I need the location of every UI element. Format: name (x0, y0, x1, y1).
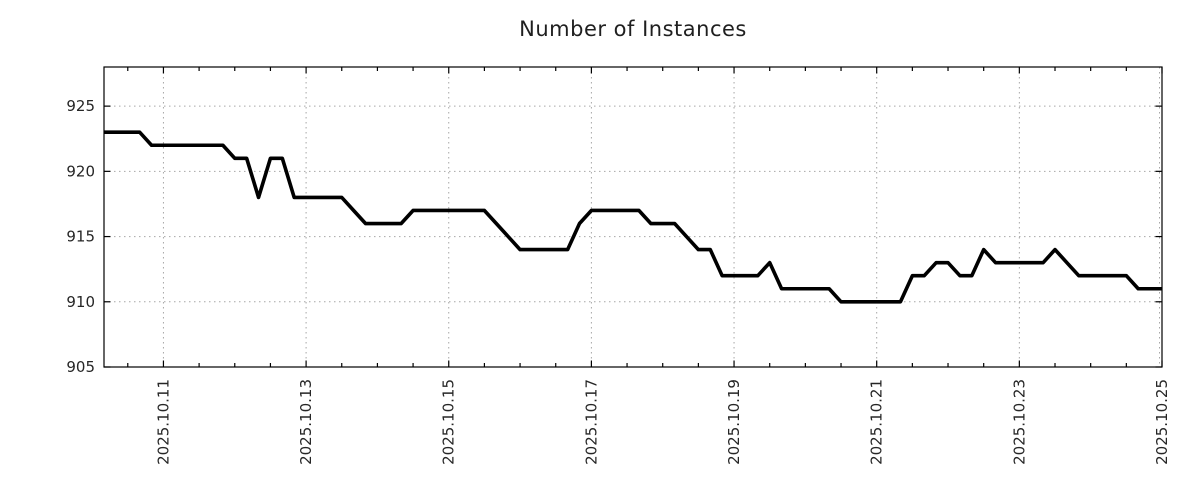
x-tick-label: 2025.10.15 (440, 379, 458, 465)
x-tick-label: 2025.10.11 (154, 379, 172, 465)
plot-border (103, 66, 1163, 368)
x-tick-label: 2025.10.17 (582, 379, 600, 465)
chart-title: Number of Instances (519, 17, 747, 41)
x-tick-label: 2025.10.19 (725, 379, 743, 465)
y-tick-label: 905 (66, 358, 95, 376)
data-line-instances (104, 130, 1162, 304)
y-tick-label: 915 (66, 228, 95, 246)
x-tick-label: 2025.10.21 (868, 379, 886, 465)
y-tick-label: 925 (66, 97, 95, 115)
x-tick-label: 2025.10.13 (297, 379, 315, 465)
y-tick-label: 920 (66, 162, 95, 180)
x-tick-label: 2025.10.23 (1010, 379, 1028, 465)
x-tick-label: 2025.10.25 (1153, 379, 1171, 465)
y-tick-label: 910 (66, 293, 95, 311)
